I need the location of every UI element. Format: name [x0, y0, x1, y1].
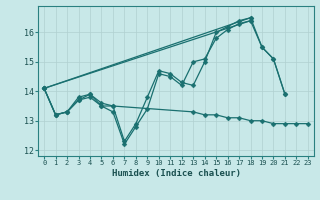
X-axis label: Humidex (Indice chaleur): Humidex (Indice chaleur) [111, 169, 241, 178]
